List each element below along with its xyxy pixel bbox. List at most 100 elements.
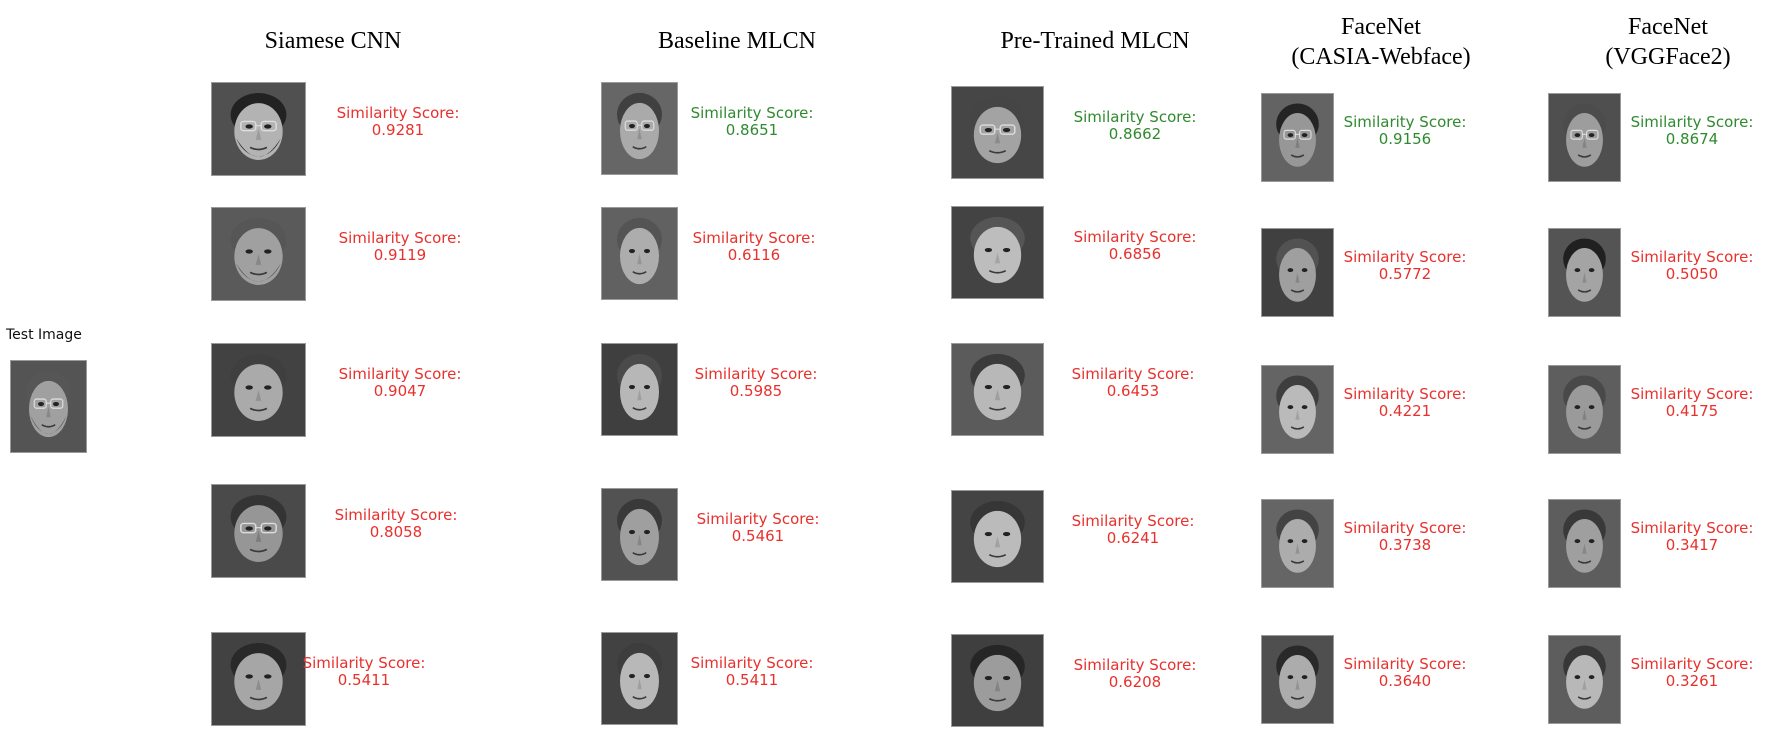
similarity-score-value: 0.9281 xyxy=(371,121,425,139)
similarity-score-value: 0.8662 xyxy=(1108,124,1162,143)
similarity-score-value: 0.6208 xyxy=(1108,672,1162,691)
result-face-image xyxy=(951,343,1044,436)
method-title-line: FaceNet xyxy=(1628,14,1708,40)
similarity-score-label: Similarity Score: xyxy=(1071,364,1195,383)
similarity-score-value: 0.5772 xyxy=(1378,264,1432,283)
test-image-label: Test Image xyxy=(6,327,82,343)
similarity-score-label: Similarity Score: xyxy=(1343,384,1467,403)
similarity-score-label: Similarity Score: xyxy=(692,228,816,247)
method-title: FaceNet (VGGFace2) xyxy=(1605,12,1730,72)
similarity-score: Similarity Score: 0.5050 xyxy=(1630,247,1754,283)
result-face-image xyxy=(601,343,678,436)
similarity-score-label: Similarity Score: xyxy=(334,506,458,524)
similarity-score-value: 0.6241 xyxy=(1106,528,1160,547)
result-face-image xyxy=(601,488,678,581)
similarity-score-label: Similarity Score: xyxy=(690,103,814,122)
method-title: Siamese CNN xyxy=(265,26,402,56)
method-title-line: (CASIA-Webface) xyxy=(1291,44,1471,70)
similarity-score: Similarity Score: 0.9119 xyxy=(339,230,462,264)
similarity-score: Similarity Score: 0.5411 xyxy=(303,655,426,689)
similarity-score-value: 0.8651 xyxy=(725,120,779,139)
similarity-score-label: Similarity Score: xyxy=(338,365,462,383)
similarity-score-value: 0.3261 xyxy=(1665,671,1719,690)
result-face-image xyxy=(951,634,1044,727)
similarity-score-label: Similarity Score: xyxy=(1073,227,1197,246)
method-title-line: (VGGFace2) xyxy=(1605,44,1731,70)
similarity-score: Similarity Score: 0.5985 xyxy=(694,364,818,400)
result-face-image xyxy=(1548,365,1621,454)
similarity-score-value: 0.8058 xyxy=(369,523,423,541)
similarity-score-label: Similarity Score: xyxy=(1073,107,1197,126)
method-title-line: Siamese CNN xyxy=(264,28,402,54)
similarity-score-label: Similarity Score: xyxy=(338,229,462,247)
similarity-score-value: 0.6453 xyxy=(1106,381,1160,400)
method-title-line: Baseline MLCN xyxy=(658,28,816,54)
result-face-image xyxy=(951,86,1044,179)
result-face-image xyxy=(1261,499,1334,588)
similarity-score-label: Similarity Score: xyxy=(1343,654,1467,673)
similarity-score-label: Similarity Score: xyxy=(696,509,820,528)
similarity-score-label: Similarity Score: xyxy=(1630,112,1754,131)
similarity-score-label: Similarity Score: xyxy=(302,654,426,672)
similarity-score-label: Similarity Score: xyxy=(1071,511,1195,530)
result-face-image xyxy=(211,632,306,726)
similarity-score: Similarity Score: 0.3417 xyxy=(1630,518,1754,554)
method-title-line: Pre-Trained MLCN xyxy=(1000,28,1190,54)
similarity-score-value: 0.4175 xyxy=(1665,401,1719,420)
similarity-score-value: 0.3640 xyxy=(1378,671,1432,690)
result-face-image xyxy=(211,82,306,176)
similarity-score-label: Similarity Score: xyxy=(1343,518,1467,537)
method-title: Pre-Trained MLCN xyxy=(1000,26,1189,56)
similarity-score-value: 0.3738 xyxy=(1378,535,1432,554)
similarity-score: Similarity Score: 0.3738 xyxy=(1343,518,1467,554)
similarity-score: Similarity Score: 0.8651 xyxy=(690,103,814,139)
similarity-score: Similarity Score: 0.6856 xyxy=(1073,227,1197,263)
result-face-image xyxy=(601,82,678,175)
similarity-score: Similarity Score: 0.5411 xyxy=(690,653,814,689)
similarity-score-label: Similarity Score: xyxy=(1073,655,1197,674)
result-face-image xyxy=(211,343,306,437)
similarity-score-value: 0.6856 xyxy=(1108,244,1162,263)
similarity-score: Similarity Score: 0.4221 xyxy=(1343,384,1467,420)
similarity-score-value: 0.9119 xyxy=(373,246,427,264)
result-face-image xyxy=(951,206,1044,299)
similarity-score: Similarity Score: 0.9281 xyxy=(337,105,460,139)
similarity-score-label: Similarity Score: xyxy=(690,653,814,672)
similarity-score-value: 0.5411 xyxy=(725,670,779,689)
similarity-score-label: Similarity Score: xyxy=(1343,112,1467,131)
similarity-score-label: Similarity Score: xyxy=(336,104,460,122)
similarity-score-value: 0.6116 xyxy=(727,245,781,264)
similarity-score-value: 0.8674 xyxy=(1665,129,1719,148)
similarity-score: Similarity Score: 0.6116 xyxy=(692,228,816,264)
similarity-score: Similarity Score: 0.3261 xyxy=(1630,654,1754,690)
result-face-image xyxy=(1261,635,1334,724)
result-face-image xyxy=(951,490,1044,583)
similarity-score-label: Similarity Score: xyxy=(1630,384,1754,403)
similarity-score-label: Similarity Score: xyxy=(694,364,818,383)
similarity-score-label: Similarity Score: xyxy=(1630,654,1754,673)
method-title-line: FaceNet xyxy=(1341,14,1421,40)
result-face-image xyxy=(211,207,306,301)
similarity-score-value: 0.5985 xyxy=(729,381,783,400)
result-face-image xyxy=(1548,93,1621,182)
result-face-image xyxy=(601,632,678,725)
result-face-image xyxy=(601,207,678,300)
similarity-score-value: 0.5050 xyxy=(1665,264,1719,283)
similarity-score: Similarity Score: 0.6208 xyxy=(1073,655,1197,691)
similarity-score: Similarity Score: 0.6453 xyxy=(1071,364,1195,400)
result-face-image xyxy=(1548,499,1621,588)
similarity-score: Similarity Score: 0.5461 xyxy=(696,509,820,545)
similarity-score-value: 0.5461 xyxy=(731,526,785,545)
similarity-score-label: Similarity Score: xyxy=(1630,247,1754,266)
similarity-score: Similarity Score: 0.9156 xyxy=(1343,112,1467,148)
similarity-score-value: 0.3417 xyxy=(1665,535,1719,554)
result-face-image xyxy=(1261,228,1334,317)
test-face-image xyxy=(10,360,87,453)
result-face-image xyxy=(211,484,306,578)
similarity-score: Similarity Score: 0.8662 xyxy=(1073,107,1197,143)
similarity-score: Similarity Score: 0.9047 xyxy=(339,366,462,400)
result-face-image xyxy=(1261,93,1334,182)
similarity-score-label: Similarity Score: xyxy=(1630,518,1754,537)
method-title: Baseline MLCN xyxy=(658,26,816,56)
similarity-score-value: 0.4221 xyxy=(1378,401,1432,420)
